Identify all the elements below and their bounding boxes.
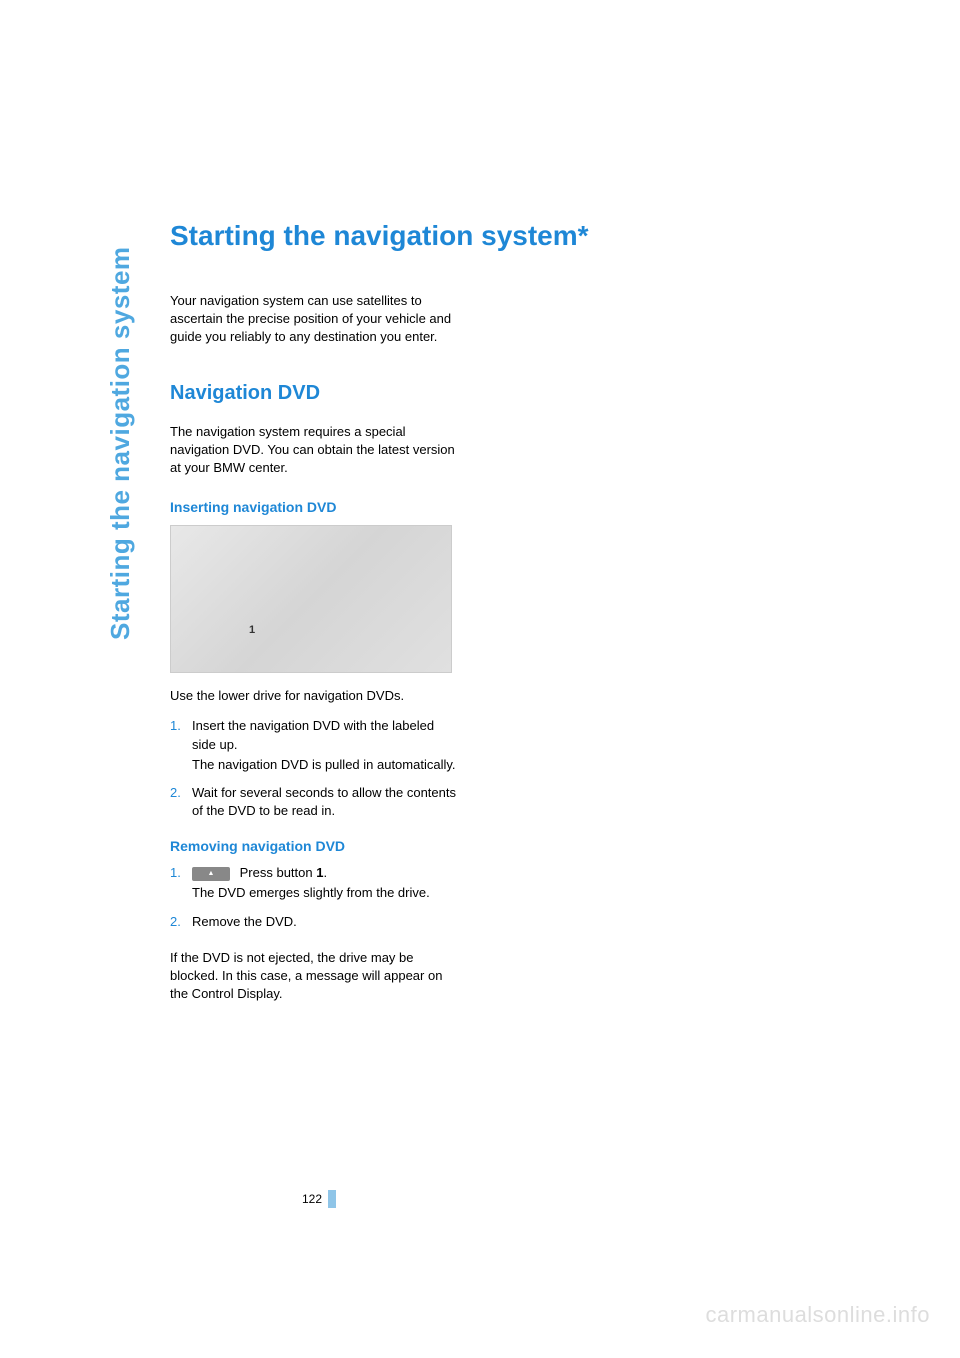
list-item: 2. Wait for several seconds to allow the…: [170, 784, 460, 820]
list-item: 1. Press button 1. The DVD emerges sligh…: [170, 864, 460, 902]
step-number: 2.: [170, 784, 181, 802]
eject-button-icon: [192, 867, 230, 881]
step-number: 1.: [170, 864, 181, 882]
page-title: Starting the navigation system*: [170, 220, 460, 252]
list-item: 1. Insert the navigation DVD with the la…: [170, 717, 460, 774]
step-number: 1.: [170, 717, 181, 735]
section-heading-navigation-dvd: Navigation DVD: [170, 382, 460, 405]
step-subtext: The DVD emerges slightly from the drive.: [192, 884, 460, 902]
intro-paragraph: Your navigation system can use satellite…: [170, 292, 460, 347]
step-text-after: .: [323, 865, 327, 880]
watermark-text: carmanualsonline.info: [705, 1302, 930, 1328]
list-item: 2. Remove the DVD.: [170, 913, 460, 931]
dashboard-dvd-slot-image: [170, 525, 452, 673]
page-content: Starting the navigation system* Your nav…: [170, 220, 460, 1003]
sidebar-section-title: Starting the navigation system: [105, 246, 136, 640]
step-subtext: The navigation DVD is pulled in automati…: [192, 756, 460, 774]
remove-steps-list: 1. Press button 1. The DVD emerges sligh…: [170, 864, 460, 931]
page-number: 122: [302, 1192, 322, 1206]
step-text: Press button: [240, 865, 317, 880]
page-marker-icon: [328, 1190, 336, 1208]
step-text: Remove the DVD.: [192, 914, 297, 929]
subsection-heading-inserting: Inserting navigation DVD: [170, 499, 460, 515]
section-text-navigation-dvd: The navigation system requires a special…: [170, 423, 460, 478]
subsection-heading-removing: Removing navigation DVD: [170, 838, 460, 854]
image-caption: Use the lower drive for navigation DVDs.: [170, 687, 460, 705]
step-text: Wait for several seconds to allow the co…: [192, 785, 456, 818]
insert-steps-list: 1. Insert the navigation DVD with the la…: [170, 717, 460, 820]
step-number: 2.: [170, 913, 181, 931]
page-footer: 122: [302, 1190, 336, 1208]
closing-paragraph: If the DVD is not ejected, the drive may…: [170, 949, 460, 1004]
step-text: Insert the navigation DVD with the label…: [192, 718, 434, 751]
